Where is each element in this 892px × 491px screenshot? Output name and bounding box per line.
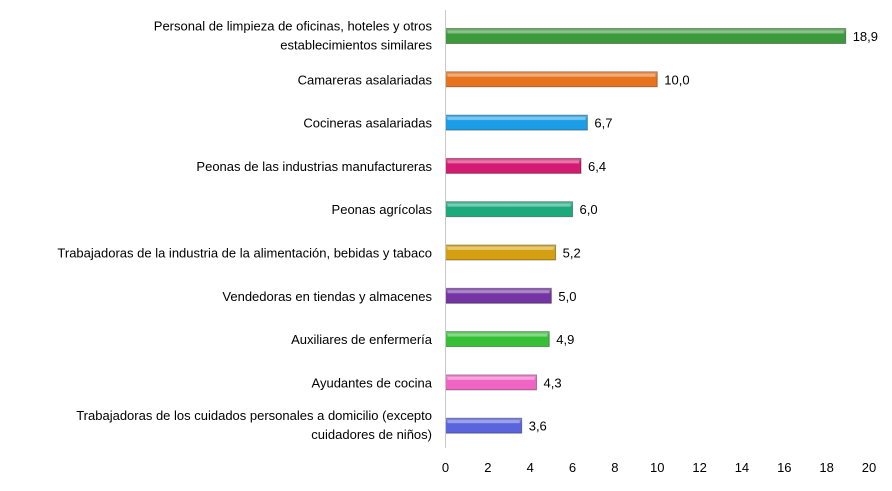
- x-tick-label: 0: [442, 460, 449, 475]
- x-tick-label: 10: [650, 460, 664, 475]
- data-label: 6,7: [594, 116, 612, 131]
- bar-highlight: [447, 290, 550, 294]
- bar-highlight: [447, 203, 571, 207]
- category-label: Camareras asalariadas: [298, 72, 433, 87]
- category-label: Peonas agrícolas: [332, 202, 433, 217]
- data-label: 3,6: [529, 419, 547, 434]
- x-tick-label: 12: [692, 460, 706, 475]
- data-label: 5,2: [563, 246, 581, 261]
- data-label: 18,9: [853, 29, 878, 44]
- data-label: 6,0: [580, 202, 598, 217]
- data-label: 4,9: [556, 332, 574, 347]
- x-tick-label: 16: [777, 460, 791, 475]
- category-label: establecimientos similares: [280, 38, 432, 53]
- x-tick-label: 6: [569, 460, 576, 475]
- data-label: 6,4: [588, 159, 606, 174]
- x-tick-label: 2: [484, 460, 491, 475]
- bar-highlight: [447, 333, 548, 337]
- category-label: Trabajadoras de la industria de la alime…: [57, 246, 432, 261]
- bar-highlight: [447, 73, 656, 77]
- category-label: Vendedoras en tiendas y almacenes: [222, 289, 432, 304]
- bar-highlight: [447, 247, 554, 250]
- bar-highlight: [447, 420, 520, 424]
- data-label: 10,0: [664, 72, 689, 87]
- bar-highlight: [447, 160, 580, 164]
- category-label: cuidadores de niños): [311, 427, 432, 442]
- category-label: Ayudantes de cocina: [312, 375, 433, 390]
- data-label: 4,3: [544, 375, 562, 390]
- x-tick-label: 14: [735, 460, 749, 475]
- category-label: Peonas de las industrias manufactureras: [196, 159, 432, 174]
- category-label: Personal de limpieza de oficinas, hotele…: [154, 19, 433, 34]
- x-tick-label: 8: [611, 460, 618, 475]
- bar-highlight: [447, 117, 586, 121]
- category-label: Cocineras asalariadas: [303, 116, 432, 131]
- category-label: Auxiliares de enfermería: [291, 332, 433, 347]
- bar-highlight: [447, 30, 844, 34]
- category-label: Trabajadoras de los cuidados personales …: [76, 408, 432, 423]
- x-tick-label: 4: [527, 460, 534, 475]
- data-label: 5,0: [558, 289, 576, 304]
- bar-highlight: [447, 376, 535, 380]
- x-tick-label: 20: [862, 460, 876, 475]
- x-tick-label: 18: [819, 460, 833, 475]
